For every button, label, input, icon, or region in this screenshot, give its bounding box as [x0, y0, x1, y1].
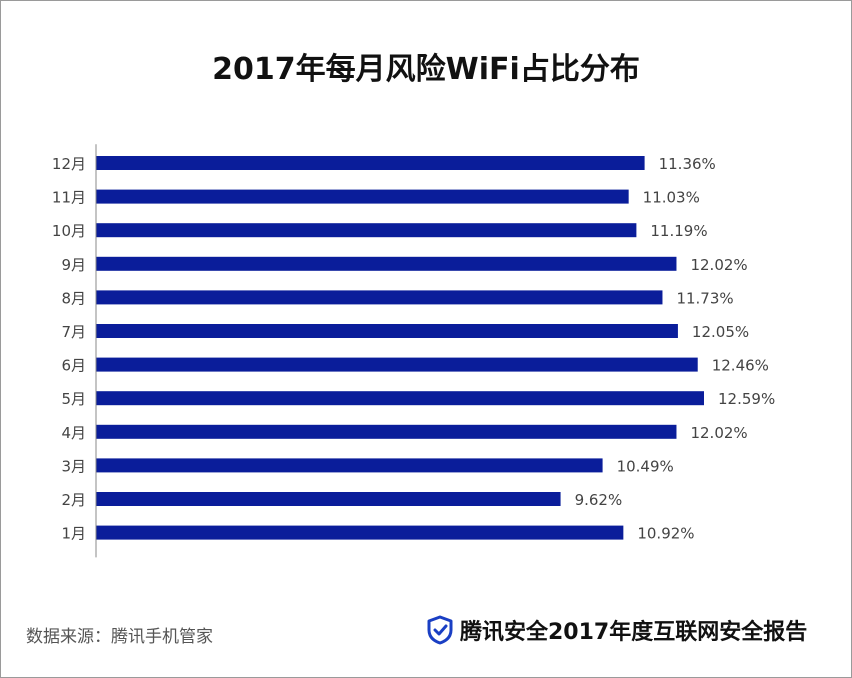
- value-label: 12.59%: [718, 390, 775, 408]
- category-label: 12月: [52, 155, 86, 173]
- category-label: 9月: [61, 256, 86, 274]
- category-label: 6月: [61, 357, 86, 375]
- bar-1月: [96, 525, 624, 540]
- value-label: 11.19%: [650, 222, 707, 240]
- brand-title: 腾讯安全2017年度互联网安全报告: [460, 620, 808, 645]
- value-label: 12.02%: [690, 424, 747, 442]
- bars-group: [96, 156, 704, 540]
- value-labels-group: 11.36% 11.03% 11.19% 12.02% 11.73% 12.05% 12.4…: [575, 155, 776, 543]
- value-label: 12.02%: [690, 256, 747, 274]
- category-labels-group: 12月 11月 10月 9月 8月 7月 6月 5月 4月 3月 2月 1月: [52, 155, 86, 543]
- category-label: 4月: [61, 424, 86, 442]
- bar-4月: [96, 424, 677, 439]
- bar-2月: [96, 492, 561, 506]
- bar-3月: [96, 458, 603, 473]
- value-label: 11.03%: [643, 189, 700, 207]
- bar-5月: [96, 391, 704, 406]
- shield-check-icon: [427, 615, 453, 645]
- value-label: 9.62%: [575, 491, 623, 509]
- value-label: 12.05%: [692, 323, 749, 341]
- category-label: 1月: [61, 525, 86, 543]
- value-label: 10.49%: [617, 457, 674, 475]
- value-label: 11.73%: [676, 289, 733, 307]
- data-source-note: 数据来源：腾讯手机管家: [26, 627, 213, 647]
- bar-12月: [96, 156, 645, 170]
- category-label: 7月: [61, 323, 86, 341]
- bar-11月: [96, 189, 629, 204]
- bar-8月: [96, 290, 663, 305]
- category-label: 2月: [61, 491, 86, 509]
- value-label: 11.36%: [659, 155, 716, 173]
- category-label: 5月: [61, 390, 86, 408]
- category-label: 3月: [61, 457, 86, 475]
- chart-title: 2017年每月风险WiFi占比分布: [212, 52, 640, 87]
- bar-6月: [96, 357, 698, 372]
- report-brand: 腾讯安全2017年度互联网安全报告: [426, 614, 807, 646]
- category-label: 10月: [52, 222, 86, 240]
- value-label: 12.46%: [712, 357, 769, 375]
- bar-10月: [96, 223, 637, 238]
- bar-7月: [96, 324, 678, 338]
- category-label: 8月: [61, 289, 86, 307]
- bar-9月: [96, 256, 677, 271]
- category-label: 11月: [52, 189, 86, 207]
- value-label: 10.92%: [637, 525, 694, 543]
